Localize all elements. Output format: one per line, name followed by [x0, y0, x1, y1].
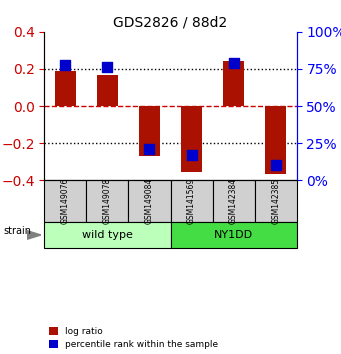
Bar: [255, 180, 297, 222]
Bar: [212, 180, 255, 222]
Point: [147, 146, 152, 152]
Polygon shape: [27, 231, 41, 239]
Point: [273, 162, 278, 168]
Bar: [170, 222, 297, 248]
Bar: [265, 106, 286, 174]
Point: [231, 60, 236, 66]
Text: wild type: wild type: [82, 230, 133, 240]
Text: GSM142384: GSM142384: [229, 178, 238, 224]
Legend: log ratio, percentile rank within the sample: log ratio, percentile rank within the sa…: [49, 327, 218, 349]
Bar: [181, 106, 202, 172]
Bar: [44, 222, 170, 248]
Point: [63, 62, 68, 67]
Bar: [139, 106, 160, 156]
Bar: [170, 180, 212, 222]
Text: GSM141569: GSM141569: [187, 178, 196, 224]
Bar: [129, 180, 170, 222]
Bar: [223, 61, 244, 106]
Bar: [44, 180, 86, 222]
Point: [105, 65, 110, 70]
Text: GSM149084: GSM149084: [145, 178, 154, 224]
Bar: [86, 180, 129, 222]
Bar: [97, 75, 118, 106]
Point: [189, 152, 194, 158]
Title: GDS2826 / 88d2: GDS2826 / 88d2: [113, 15, 228, 29]
Text: strain: strain: [3, 227, 31, 236]
Text: NY1DD: NY1DD: [214, 230, 253, 240]
Bar: [55, 71, 76, 106]
Text: GSM142385: GSM142385: [271, 178, 280, 224]
Text: GSM149076: GSM149076: [61, 178, 70, 224]
Text: GSM149078: GSM149078: [103, 178, 112, 224]
